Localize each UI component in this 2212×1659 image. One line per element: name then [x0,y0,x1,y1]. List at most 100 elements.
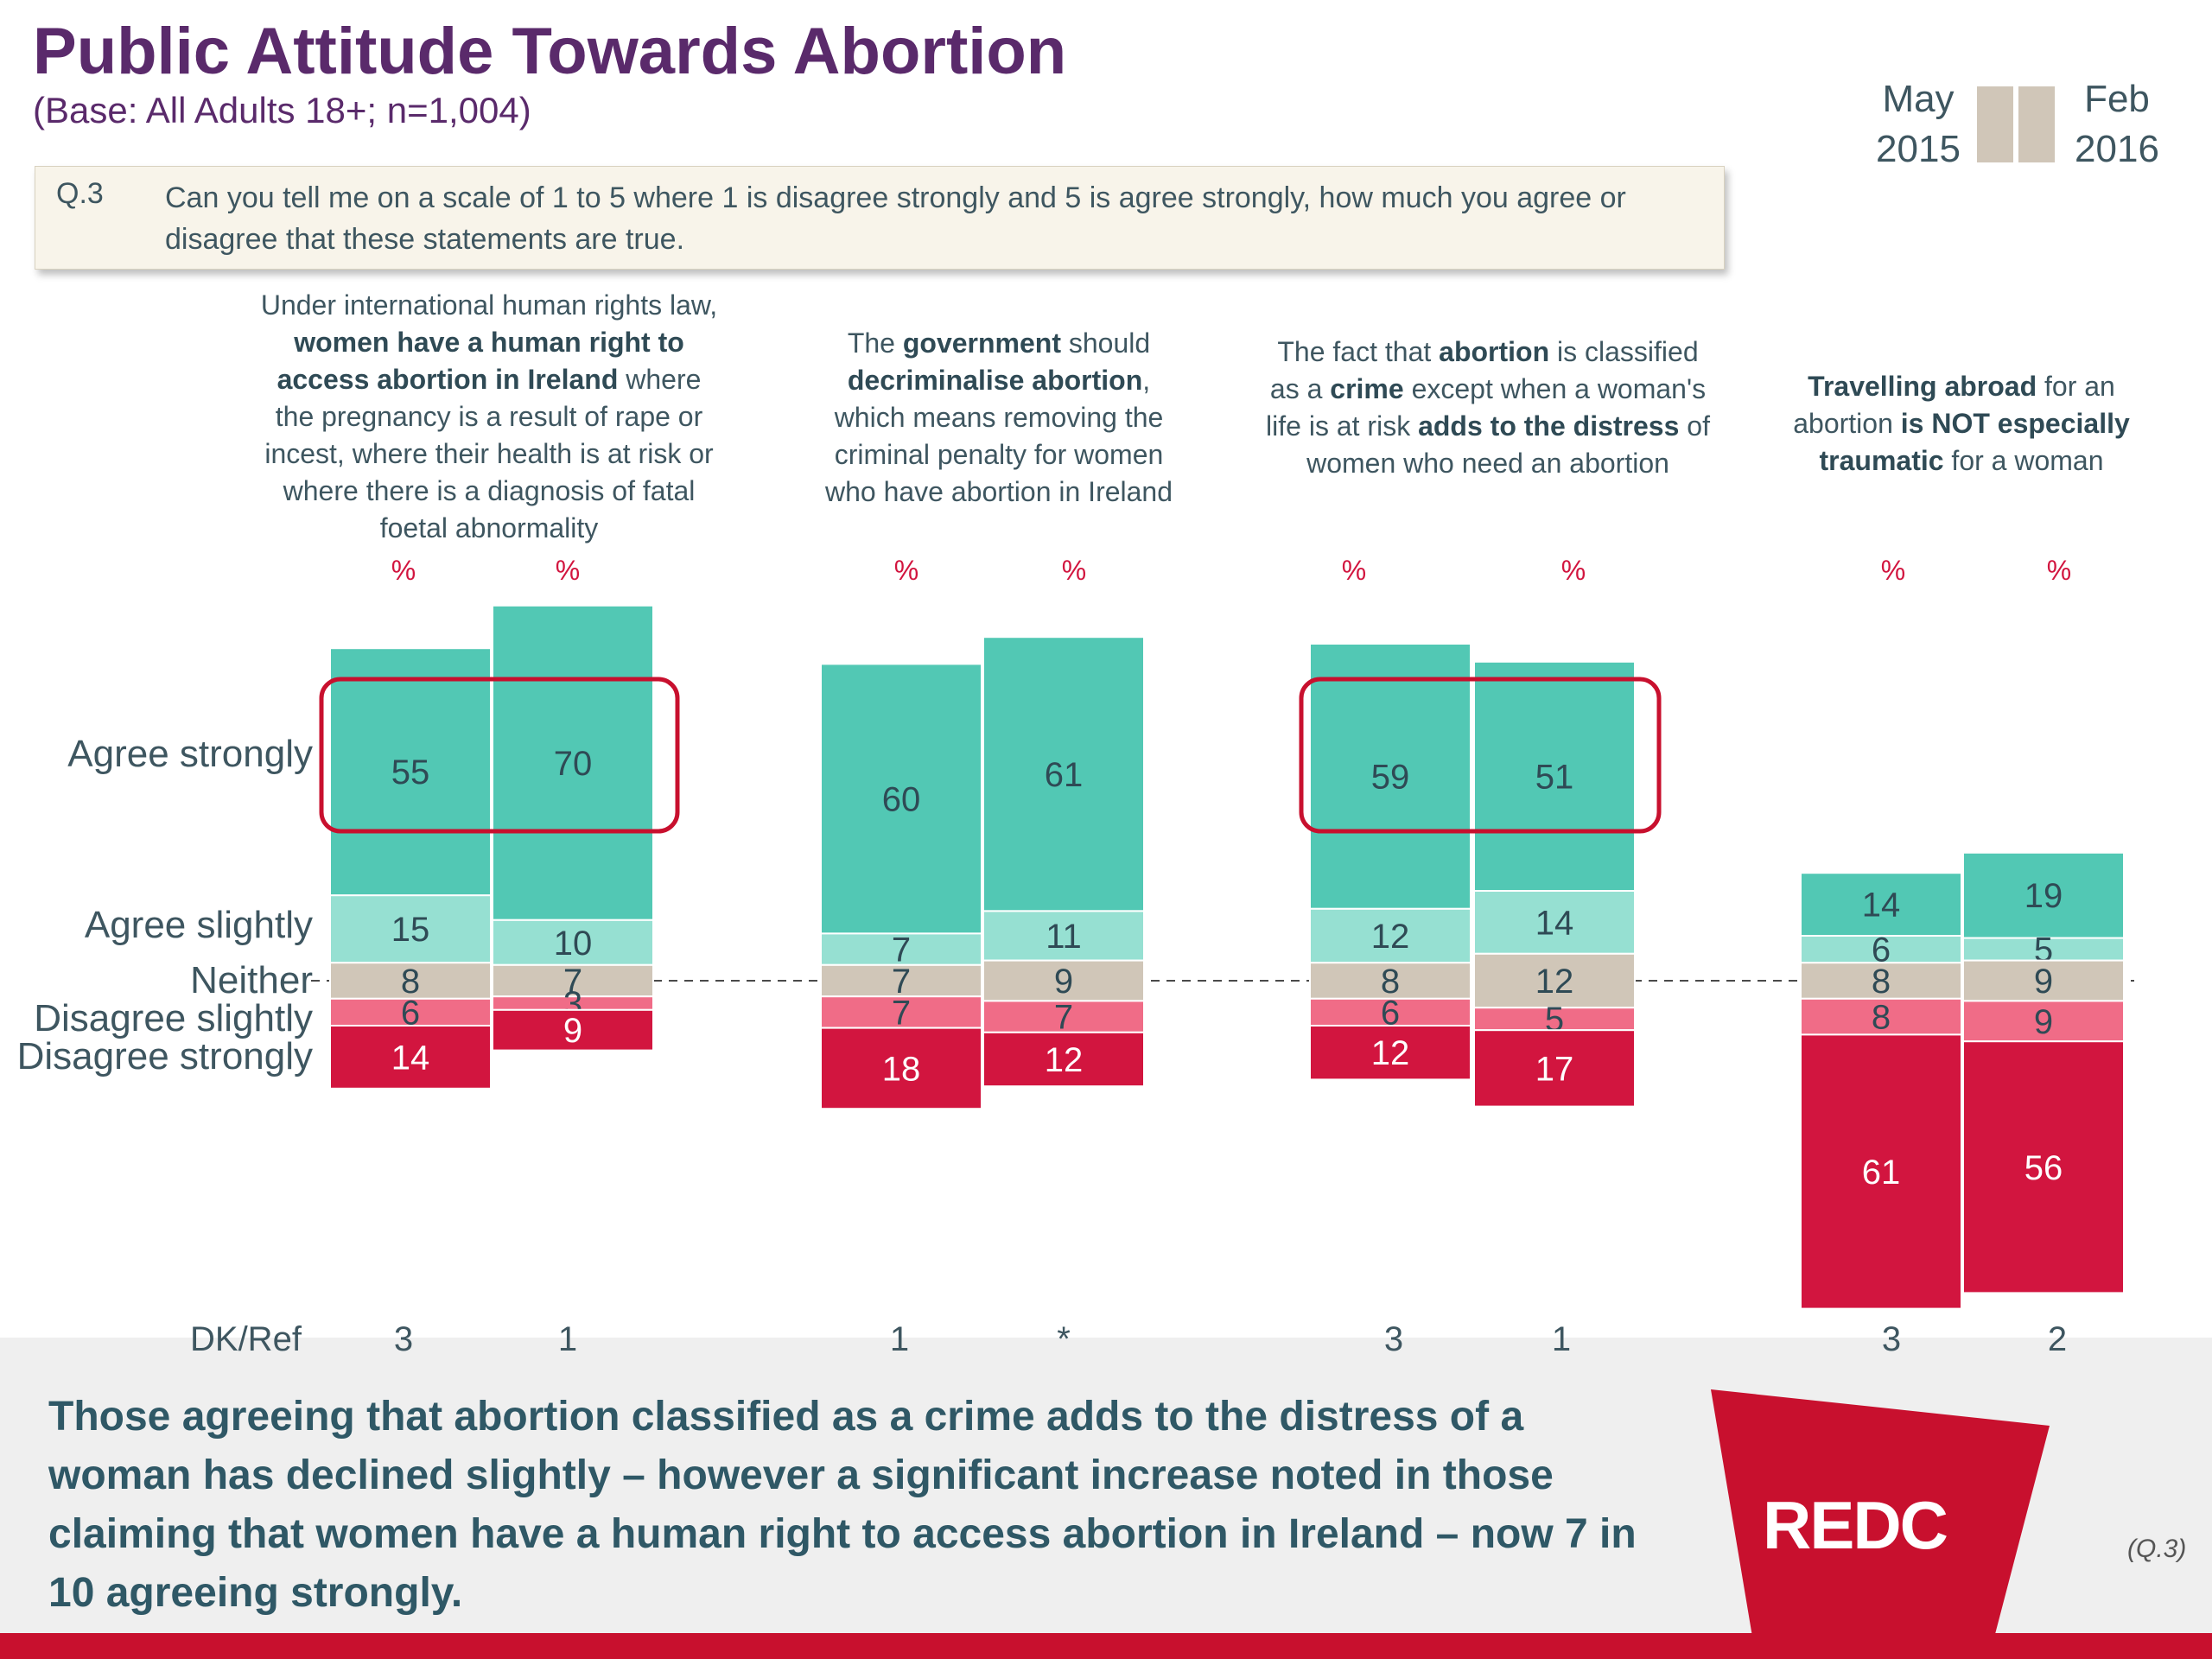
data-label-disagree-slightly: 6 [1381,994,1400,1032]
dk-ref-value: 3 [393,1320,414,1358]
data-label-disagree-strongly: 56 [2024,1149,2063,1187]
data-label-disagree-strongly: 18 [882,1050,921,1088]
bar-segment-neither [1473,952,1636,1009]
bar-segment-agree-slightly [492,918,654,966]
bar-segment-disagree-strongly [329,1025,492,1090]
data-label-agree-slightly: 12 [1371,918,1410,956]
statement-2: The government should decriminalise abor… [824,327,1173,507]
bar-segment-disagree-slightly [1473,1007,1636,1032]
bar-segment-neither [982,959,1145,1002]
data-label-agree-slightly: 5 [2034,931,2053,969]
stacked-bar-chart: 5515861470107396077718611197125912861251… [311,604,2134,1310]
data-label-neither: 8 [1872,963,1891,1001]
data-label-disagree-slightly: 7 [892,994,911,1032]
data-label-disagree-slightly: 8 [1872,999,1891,1037]
statement-3: The fact that abortion is classified as … [1266,336,1710,479]
base-note: (Base: All Adults 18+; n=1,004) [33,90,531,130]
redc-logo-text: REDC [1763,1487,1948,1563]
data-label-disagree-strongly: 61 [1862,1154,1901,1192]
data-label-agree-slightly: 10 [554,925,593,963]
bar-segment-disagree-strongly [982,1031,1145,1088]
data-label-agree-strongly: 61 [1045,756,1084,794]
bar-segment-neither [492,963,654,998]
question-text: Can you tell me on a scale of 1 to 5 whe… [165,181,1626,256]
row-label-disagree-slightly: Disagree slightly [34,997,313,1039]
data-label-disagree-slightly: 9 [2034,1003,2053,1041]
bar-segment-neither [1309,962,1471,1000]
dk-ref-value: 2 [2047,1320,2068,1358]
data-label-agree-slightly: 15 [391,911,430,949]
data-label-neither: 8 [1381,963,1400,1001]
row-label-agree-slightly: Agree slightly [84,904,313,946]
data-label-disagree-strongly: 9 [563,1012,582,1050]
bar-segment-disagree-slightly [1962,1000,2125,1043]
bar-segment-agree-strongly [1800,872,1962,938]
percent-label: % [391,555,416,586]
dk-ref-value: * [1057,1320,1071,1358]
legend-swatch-may-2015 [1977,86,2013,162]
dk-ref-value: 1 [1551,1320,1572,1358]
bar-segment-agree-strongly [1309,643,1471,910]
bar-segment-agree-slightly [329,894,492,964]
bar-segment-agree-strongly [1962,851,2125,939]
row-label-agree-strongly: Agree strongly [67,733,313,775]
data-label-disagree-strongly: 12 [1371,1034,1410,1072]
percent-label: % [1061,555,1087,586]
data-label-agree-strongly: 70 [554,745,593,783]
data-label-agree-strongly: 51 [1535,758,1574,796]
legend-right-month: Feb [2084,78,2150,120]
question-box: Q.3 Can you tell me on a scale of 1 to 5… [35,166,1725,270]
bar-segment-agree-strongly [982,636,1145,912]
highlight-box [1299,677,1662,834]
data-label-neither: 12 [1535,963,1574,1001]
reference-note: (Q.3) [2127,1535,2187,1563]
percent-label: % [1341,555,1367,586]
bar-segment-agree-strongly [492,604,654,921]
data-label-agree-slightly: 6 [1872,931,1891,969]
row-label-disagree-strongly: Disagree strongly [16,1035,313,1077]
bar-segment-neither [820,963,982,998]
bar-segment-agree-strongly [329,647,492,897]
legend-left-year: 2015 [1876,128,1961,170]
statement-4: Travelling abroad for an abortion is NOT… [1793,371,2130,476]
data-label-agree-slightly: 14 [1535,904,1574,942]
bar-segment-disagree-slightly [1800,997,1962,1036]
percent-label: % [555,555,581,586]
bar-segment-neither [329,962,492,1000]
bar-segment-agree-slightly [1473,890,1636,955]
data-label-disagree-strongly: 12 [1045,1041,1084,1079]
dk-ref-value: 3 [1383,1320,1404,1358]
bar-segment-agree-slightly [820,932,982,966]
bottom-accent-bar [0,1633,2212,1659]
data-label-neither: 7 [563,963,582,1001]
row-label-neither: Neither [190,959,313,1001]
bar-segment-agree-slightly [982,910,1145,962]
dk-ref-value: 1 [557,1320,578,1358]
bar-segment-disagree-strongly [1309,1025,1471,1081]
bar-segment-agree-strongly [820,663,982,935]
bar-segment-disagree-strongly [820,1027,982,1110]
legend-left-month: May [1882,78,1955,120]
question-number: Q.3 [56,177,104,210]
highlight-box [319,677,680,834]
dk-ref-value: 1 [889,1320,910,1358]
data-label-disagree-strongly: 17 [1535,1050,1574,1088]
bar-segment-disagree-slightly [820,995,982,1029]
data-label-agree-strongly: 19 [2024,877,2063,915]
summary-text: Those agreeing that abortion classified … [48,1394,1637,1616]
percent-label: % [2046,555,2072,586]
page-title: Public Attitude Towards Abortion [33,15,1067,88]
data-label-agree-slightly: 11 [1046,918,1082,956]
dk-ref-label: DK/Ref [190,1320,302,1358]
percent-label: % [1880,555,1906,586]
data-label-disagree-slightly: 6 [401,994,420,1032]
data-label-neither: 9 [2034,963,2053,1001]
bar-segment-disagree-strongly [492,1008,654,1052]
bar-segment-agree-strongly [1473,660,1636,892]
legend-right-year: 2016 [2075,128,2159,170]
legend-swatch-feb-2016 [2018,86,2055,162]
bar-segment-disagree-strongly [1473,1029,1636,1108]
data-label-disagree-slightly: 7 [1054,999,1073,1037]
percent-label: % [1560,555,1586,586]
data-label-agree-strongly: 14 [1862,887,1901,925]
